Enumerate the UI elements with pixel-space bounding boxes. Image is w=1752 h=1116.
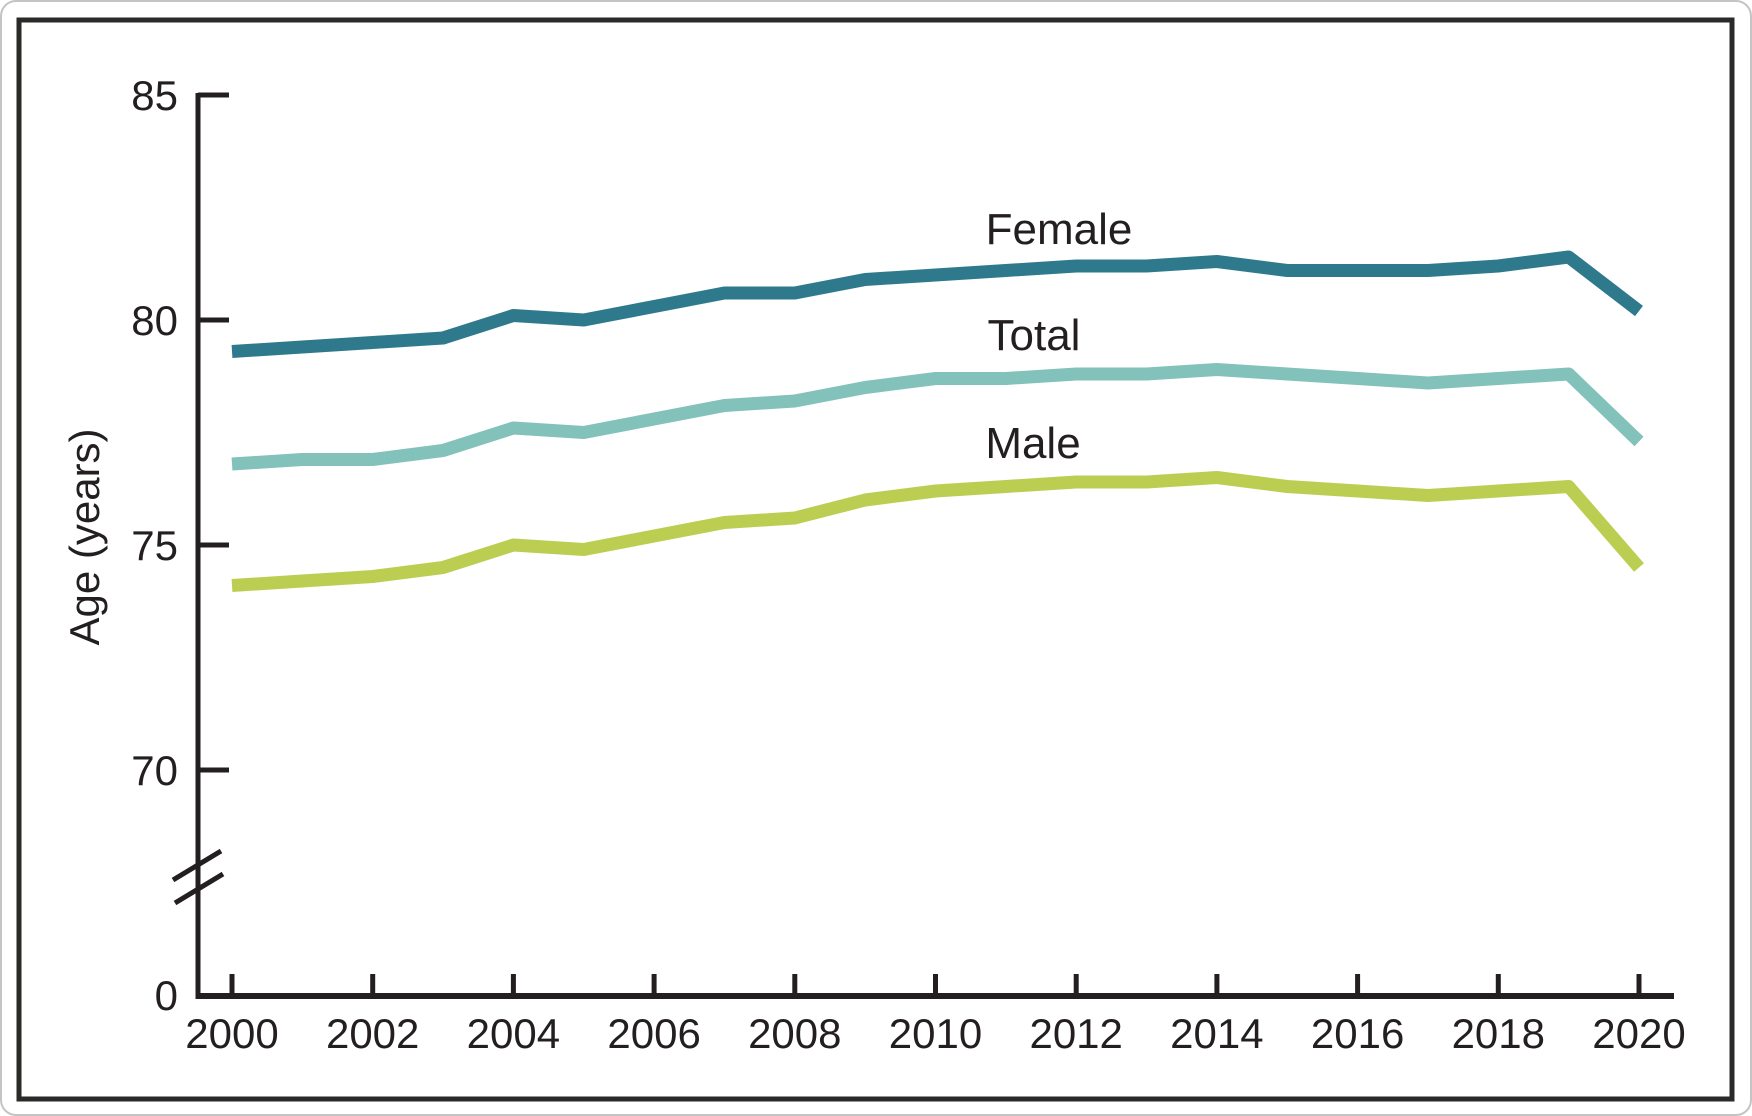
x-tick-label: 2004 [467,1010,560,1057]
x-tick-label: 2010 [889,1010,982,1057]
x-tick-label: 2006 [607,1010,700,1057]
axis-break-slash [173,871,225,906]
axis-break-slash [171,848,223,883]
y-tick-label: 75 [131,522,178,569]
series-label-total: Total [988,311,1081,360]
series-label-male: Male [985,419,1080,468]
x-tick-label: 2016 [1311,1010,1404,1057]
y-tick-label: 80 [131,297,178,344]
male-line [231,471,1644,592]
x-tick-label: 2008 [748,1010,841,1057]
y-axis-title: Age (years) [61,428,108,645]
axes [171,92,1674,999]
x-tick-label: 2000 [185,1010,278,1057]
female-line [231,250,1643,358]
series-label-female: Female [986,205,1133,254]
figure-frame [16,17,1735,1102]
y-tick-label: 70 [131,747,178,794]
y-tick-label: 85 [131,72,178,119]
series-lines [231,250,1644,592]
y-origin-label: 0 [155,972,178,1019]
x-tick-label: 2014 [1170,1010,1263,1057]
x-tick-label: 2018 [1452,1010,1545,1057]
x-tick-label: 2012 [1029,1010,1122,1057]
total-line [231,363,1644,471]
x-tick-label: 2002 [326,1010,419,1057]
x-tick-label: 2020 [1592,1010,1685,1057]
